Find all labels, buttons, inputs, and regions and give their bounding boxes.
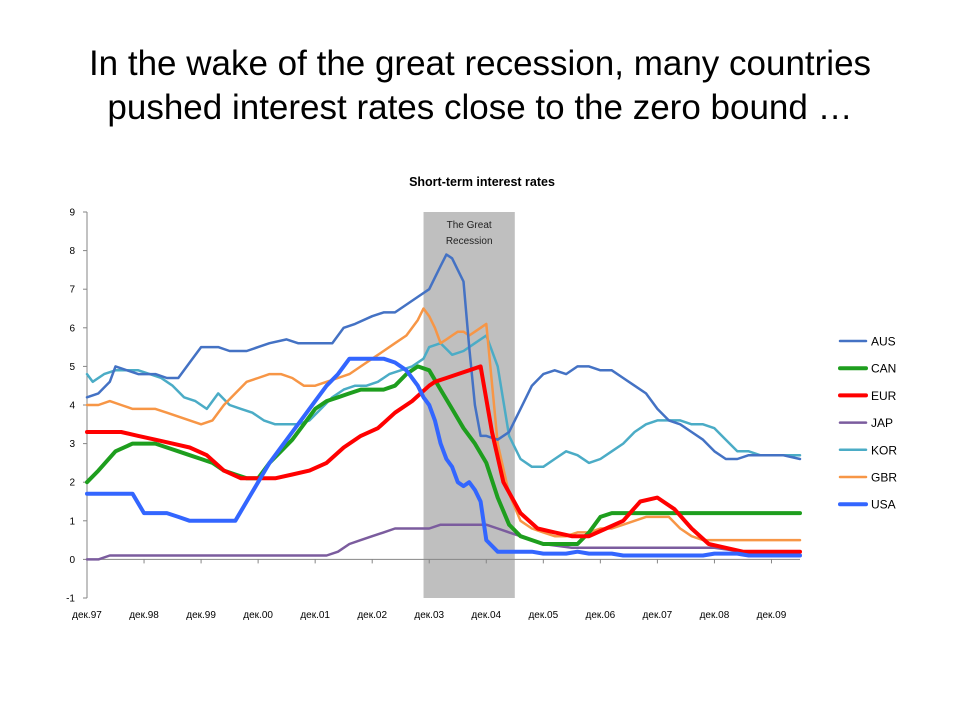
legend-label-kor: KOR [871,443,897,457]
slide-title: In the wake of the great recession, many… [0,42,960,130]
y-tick-label: 0 [69,555,75,566]
y-tick-label: 5 [69,362,75,373]
y-tick-label: 6 [69,323,75,334]
x-tick-label: дек.06 [586,610,616,621]
x-tick-label: дек.02 [357,610,387,621]
series-line-gbr [85,307,802,542]
legend-label-usa: USA [871,498,896,512]
x-tick-label: дек.09 [757,610,787,621]
x-tick-label: дек.00 [243,610,273,621]
series-line-eur [85,364,802,554]
series-line-can [85,364,802,546]
series-line-usa [85,356,802,558]
recession-label-line-2: Recession [446,236,493,247]
x-tick-label: дек.99 [186,610,216,621]
series-layer [85,253,802,561]
y-tick-label: 7 [69,285,75,296]
x-tick-label: дек.08 [700,610,730,621]
legend-label-eur: EUR [871,389,897,403]
series-line-jap [85,523,802,561]
chart-title: Short-term interest rates [409,175,555,189]
slide-title-line-2: pushed interest rates close to the zero … [107,88,853,127]
slide-title-line-1: In the wake of the great recession, many… [88,44,872,83]
recession-band [423,212,515,598]
x-tick-label: дек.07 [643,610,673,621]
legend-label-can: CAN [871,362,896,376]
y-tick-label: 8 [69,246,75,257]
legend-label-aus: AUS [871,335,896,349]
legend: AUS CAN EUR JAP KOR GBR USA [838,335,897,512]
x-tick-label: дек.98 [129,610,159,621]
series-line-kor [85,334,802,469]
y-tick-label: 4 [69,401,75,412]
series-line-aus [85,253,802,461]
y-tick-label: -1 [66,594,75,605]
legend-label-gbr: GBR [871,471,897,485]
x-tick-label: дек.05 [528,610,558,621]
y-tick-label: 3 [69,439,75,450]
y-tick-label: 1 [69,516,75,527]
recession-label-line-1: The Great [447,220,492,231]
x-tick-label: дек.03 [414,610,444,621]
y-tick-label: 9 [69,208,75,219]
legend-label-jap: JAP [871,416,893,430]
x-tick-label: дек.01 [300,610,330,621]
x-tick-label: дек.04 [471,610,501,621]
x-tick-label: дек.97 [72,610,102,621]
y-tick-label: 2 [69,478,75,489]
